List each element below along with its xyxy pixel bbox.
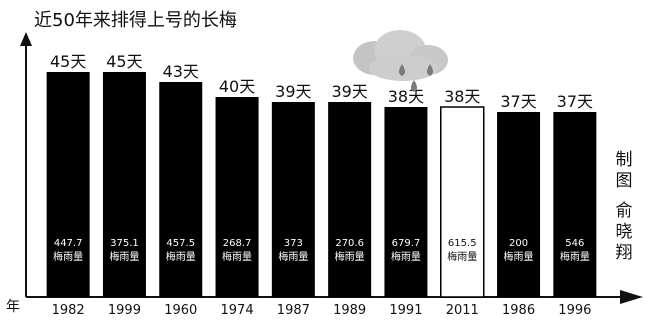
value-label-1987: 39天 bbox=[275, 82, 311, 101]
x-tick-label-1982: 1982 bbox=[52, 303, 85, 318]
rainfall-caption-1986: 梅雨量 bbox=[504, 250, 534, 263]
x-tick-label-1999: 1999 bbox=[108, 303, 141, 318]
bar-1989 bbox=[328, 102, 371, 297]
rainfall-value-2011: 615.5 bbox=[448, 238, 477, 249]
x-tick-label-1991: 1991 bbox=[389, 303, 422, 318]
value-label-1960: 43天 bbox=[163, 62, 199, 81]
x-axis-label: 年 bbox=[6, 296, 20, 316]
rainfall-value-1974: 268.7 bbox=[223, 238, 252, 249]
x-tick-labels-group: 1982 1999 1960 1974 1987 1989 1991 2011 1986 1996 bbox=[52, 303, 592, 318]
rainfall-caption-1987: 梅雨量 bbox=[278, 250, 308, 263]
bar-1982 bbox=[47, 72, 90, 297]
credit-char-5: 翔 bbox=[611, 243, 637, 264]
bar-1991 bbox=[384, 107, 427, 297]
rainfall-value-1986: 200 bbox=[509, 238, 528, 249]
x-tick-label-1987: 1987 bbox=[277, 303, 310, 318]
bar-1999 bbox=[103, 72, 146, 297]
bar-1960 bbox=[159, 82, 202, 297]
credit-label: 制 图 俞 晓 翔 bbox=[611, 150, 637, 264]
value-label-1986: 37天 bbox=[500, 92, 536, 111]
value-label-1996: 37天 bbox=[557, 92, 593, 111]
rainfall-value-1996: 546 bbox=[565, 238, 584, 249]
rainfall-value-1960: 457.5 bbox=[166, 238, 195, 249]
x-tick-label-1960: 1960 bbox=[164, 303, 197, 318]
value-label-1982: 45天 bbox=[50, 52, 86, 71]
rainfall-caption-1999: 梅雨量 bbox=[109, 250, 139, 263]
rainfall-caption-1974: 梅雨量 bbox=[222, 250, 252, 263]
rainfall-caption-1960: 梅雨量 bbox=[166, 250, 196, 263]
bar-1987 bbox=[272, 102, 315, 297]
credit-char-4: 晓 bbox=[611, 222, 637, 243]
rainfall-caption-1996: 梅雨量 bbox=[560, 250, 590, 263]
rainfall-value-1989: 270.6 bbox=[335, 238, 364, 249]
rainfall-caption-1982: 梅雨量 bbox=[53, 250, 83, 263]
x-tick-label-2011: 2011 bbox=[446, 303, 479, 318]
value-label-1999: 45天 bbox=[106, 52, 142, 71]
x-tick-label-1986: 1986 bbox=[502, 303, 535, 318]
rainfall-value-1987: 373 bbox=[284, 238, 303, 249]
value-label-2011: 38天 bbox=[444, 87, 480, 106]
rainfall-caption-2011: 梅雨量 bbox=[447, 250, 477, 263]
chart-title: 近50年来排得上号的长梅 bbox=[34, 6, 237, 32]
rainfall-value-1999: 375.1 bbox=[110, 238, 139, 249]
x-tick-label-1996: 1996 bbox=[558, 303, 591, 318]
value-label-1991: 38天 bbox=[388, 87, 424, 106]
rainfall-caption-1989: 梅雨量 bbox=[335, 250, 365, 263]
x-tick-label-1974: 1974 bbox=[221, 303, 254, 318]
value-label-1974: 40天 bbox=[219, 77, 255, 96]
bar-1974 bbox=[216, 97, 259, 297]
bar-1996 bbox=[553, 112, 596, 297]
value-label-1989: 39天 bbox=[331, 82, 367, 101]
credit-char-3: 俞 bbox=[611, 201, 637, 222]
rainfall-value-1982: 447.7 bbox=[54, 238, 83, 249]
x-axis-arrow bbox=[620, 290, 643, 304]
credit-char-2: 图 bbox=[611, 171, 637, 192]
y-axis-arrow bbox=[20, 32, 32, 46]
credit-char-1: 制 bbox=[611, 150, 637, 171]
bar-2011 bbox=[441, 107, 484, 297]
x-tick-label-1989: 1989 bbox=[333, 303, 366, 318]
rainfall-caption-1991: 梅雨量 bbox=[391, 250, 421, 263]
rainfall-value-1991: 679.7 bbox=[392, 238, 421, 249]
bar-1986 bbox=[497, 112, 540, 297]
